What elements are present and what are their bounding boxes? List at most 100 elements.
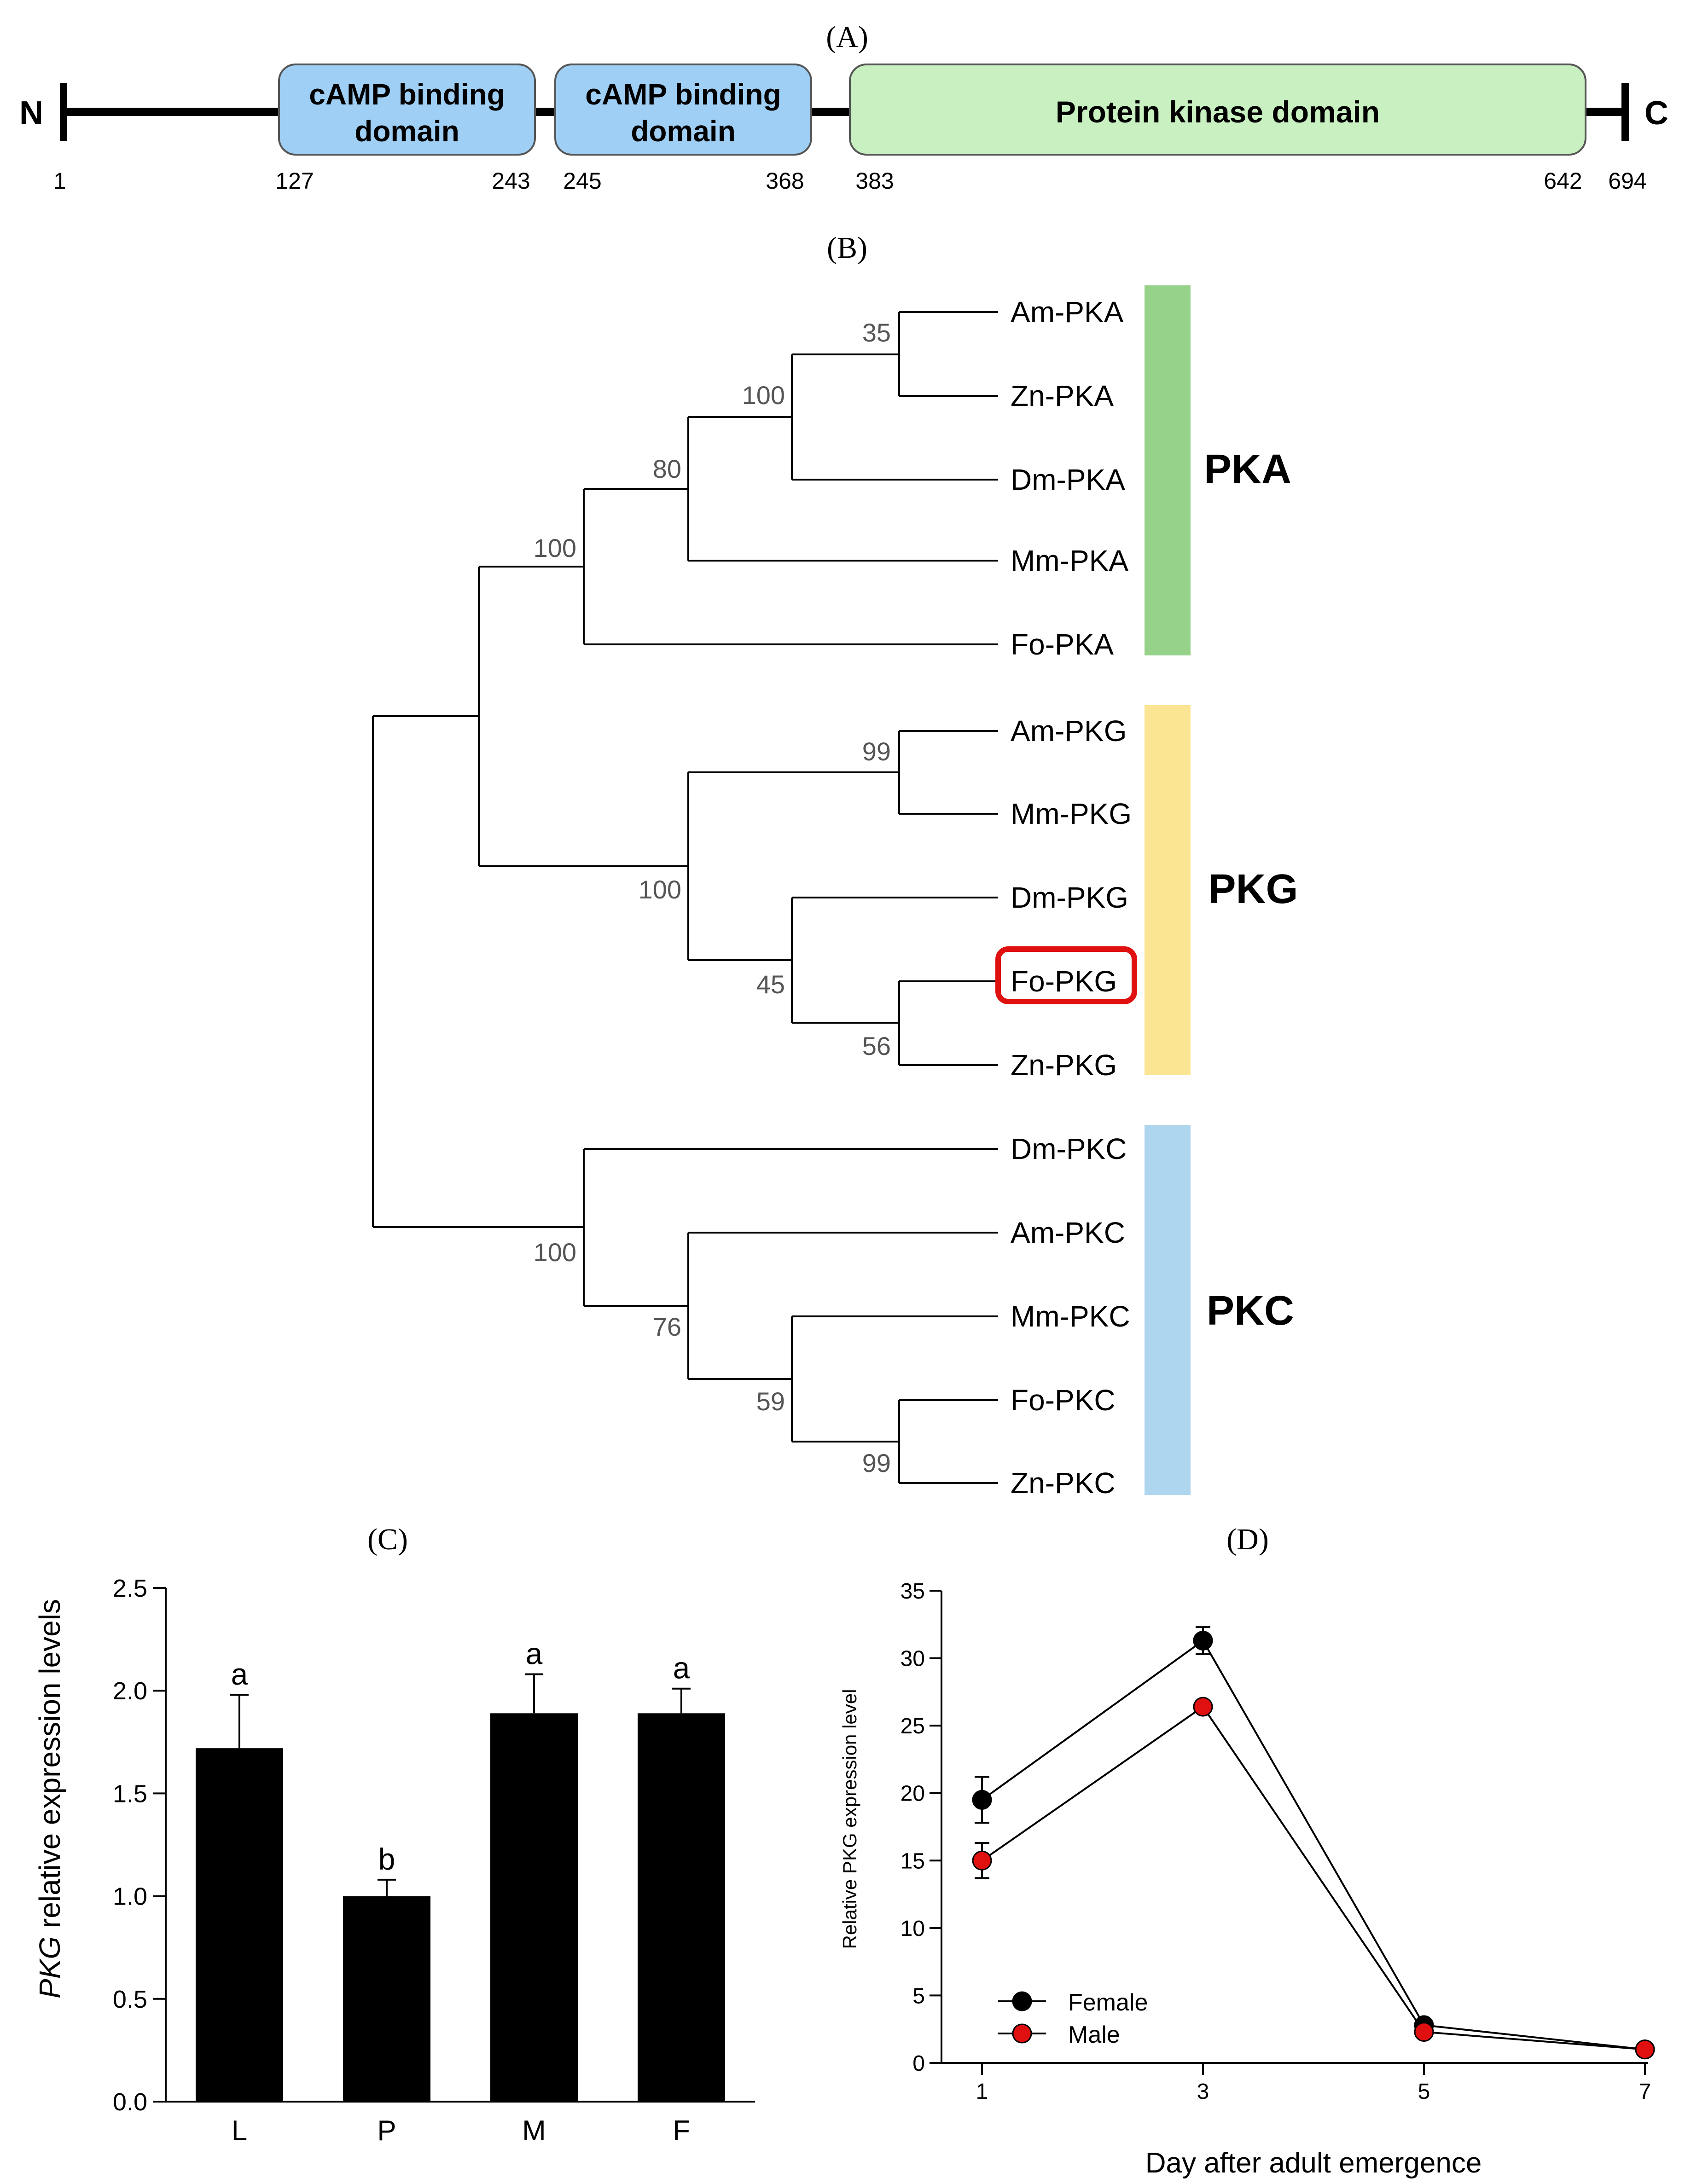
bootstrap-label: 76	[653, 1312, 681, 1341]
pkg-group-label: PKG	[1208, 866, 1298, 912]
line-chart-x-axis-title: Day after adult emergence	[1145, 2147, 1482, 2179]
data-point-male	[1414, 2022, 1434, 2042]
line-chart-marks	[972, 1626, 1655, 2060]
bar-F	[638, 1713, 725, 2102]
panel-b: (B) 35 100 80 100 99	[372, 231, 1298, 1500]
taxon-label: Mm-PKC	[1011, 1300, 1130, 1333]
c-terminus-label: C	[1644, 95, 1668, 132]
taxon-label: Zn-PKA	[1011, 379, 1114, 412]
camp-binding-domain-2	[554, 64, 812, 156]
data-point-male	[1635, 2039, 1655, 2060]
data-point-male	[1193, 1697, 1213, 1717]
taxa-labels: Am-PKA Zn-PKA Dm-PKA Mm-PKA Fo-PKA Am-PK…	[1011, 295, 1132, 1500]
legend-label-male: Male	[1068, 2022, 1120, 2048]
pka-group-label: PKA	[1204, 446, 1291, 492]
bar-significance-letter: a	[673, 1651, 690, 1685]
taxon-label: Zn-PKC	[1011, 1466, 1116, 1500]
bootstrap-label: 99	[862, 737, 891, 766]
bar-chart-category-label: F	[673, 2115, 690, 2147]
legend-marker-female	[1012, 1991, 1032, 2011]
domain-1-label-line1: cAMP binding	[309, 78, 505, 111]
bar-chart-category-label: P	[377, 2115, 396, 2147]
position-label: 694	[1608, 168, 1646, 194]
taxon-label: Mm-PKG	[1011, 797, 1132, 830]
y-title-gene: PKG	[33, 1936, 66, 1999]
bootstrap-label: 100	[639, 875, 681, 904]
y-title-rest: relative expression levels	[33, 1599, 66, 1936]
line-chart-y-tick-label: 35	[901, 1579, 925, 1604]
bar-significance-letter: a	[526, 1636, 543, 1670]
camp-binding-domain-1	[278, 64, 536, 156]
taxon-label: Dm-PKC	[1011, 1132, 1127, 1165]
bar-chart-category-label: M	[522, 2115, 546, 2147]
panel-c-label: (C)	[367, 1523, 408, 1556]
domain-2-label-line1: cAMP binding	[585, 78, 781, 111]
position-label: 642	[1544, 168, 1582, 194]
protein-kinase-domain	[849, 64, 1586, 156]
fo-pkg-highlight-box	[995, 946, 1137, 1004]
line-chart-y-tick-label: 15	[901, 1849, 925, 1873]
line-chart-y-tick-label: 20	[901, 1782, 925, 1806]
line-chart-x-tick-label: 3	[1197, 2080, 1209, 2104]
position-label: 1	[53, 168, 66, 194]
bar-significance-letter: b	[378, 1842, 395, 1876]
bar-chart-y-tick-label: 2.0	[113, 1677, 147, 1705]
bar-chart-y-axis-title: PKG relative expression levels	[33, 1599, 66, 1999]
bar-chart-y-tick-label: 2.5	[113, 1575, 147, 1602]
series-line-female	[981, 1639, 1645, 2051]
bootstrap-label: 59	[756, 1387, 785, 1416]
legend-label-female: Female	[1068, 1989, 1148, 2016]
position-label: 127	[275, 168, 314, 194]
bar-chart-y-tick-label: 1.5	[113, 1780, 147, 1807]
panel-b-label: (B)	[827, 231, 867, 265]
domain-1-label-line2: domain	[354, 115, 459, 148]
bar-chart-y-tick-label: 0.5	[113, 1986, 147, 2013]
bootstrap-label: 35	[862, 318, 891, 347]
series-line-male	[981, 1705, 1645, 2051]
panel-c-bar-chart: (C) PKG relative expression levels 0.0 0.…	[33, 1523, 755, 2147]
data-point-female	[1193, 1630, 1213, 1651]
line-chart-x-tick-label: 7	[1639, 2080, 1651, 2104]
line-chart-legend: Female Male	[998, 1989, 1148, 2048]
taxon-label: Am-PKG	[1011, 714, 1127, 747]
position-label: 243	[492, 168, 530, 194]
pkg-group-bar	[1145, 705, 1191, 1075]
position-label: 368	[766, 168, 804, 194]
domain-position-labels: 1 127 243 245 368 383 642 694	[53, 168, 1647, 194]
kinase-domain-label: Protein kinase domain	[1056, 95, 1380, 129]
line-chart-y-axis-title: Relative PKG expression level	[839, 1689, 860, 1949]
bootstrap-label: 100	[534, 1238, 576, 1267]
bar-chart-category-label: L	[232, 2115, 247, 2147]
taxon-label: Fo-PKA	[1011, 628, 1114, 661]
pkc-group-bar	[1145, 1125, 1191, 1495]
bar-chart-marks: a b a a	[196, 1636, 725, 2102]
bootstrap-label: 80	[653, 454, 681, 483]
line-chart-y-tick-label: 5	[912, 1984, 925, 2008]
bar-P	[343, 1896, 430, 2102]
line-chart-y-tick-label: 10	[901, 1917, 925, 1941]
bar-chart-y-tick-label: 0.0	[113, 2088, 147, 2116]
taxon-label: Am-PKC	[1011, 1216, 1125, 1249]
taxon-label: Dm-PKA	[1011, 463, 1125, 496]
line-chart-y-tick-label: 25	[901, 1714, 925, 1738]
bootstrap-label: 56	[862, 1031, 891, 1060]
bootstrap-label: 99	[862, 1448, 891, 1477]
domain-2-label-line2: domain	[631, 115, 736, 148]
legend-marker-male	[1012, 2023, 1032, 2044]
pkc-group-label: PKC	[1207, 1288, 1294, 1334]
bootstrap-values: 35 100 80 100 99 100 45 56 100 76 59 99	[534, 318, 891, 1477]
panel-d-line-chart: (D) Relative PKG expression level Day af…	[839, 1523, 1655, 2179]
bar-M	[490, 1713, 578, 2102]
line-chart-x-tick-label: 5	[1418, 2080, 1430, 2104]
line-chart-y-tick-label: 30	[901, 1647, 925, 1671]
bar-chart-y-tick-label: 1.0	[113, 1883, 147, 1911]
tree-branches	[372, 311, 998, 1484]
pka-group-bar	[1145, 285, 1191, 655]
bootstrap-label: 100	[534, 533, 576, 562]
line-chart-x-tick-label: 1	[976, 2080, 988, 2104]
taxon-label: Dm-PKG	[1011, 881, 1128, 914]
data-point-male	[972, 1850, 992, 1871]
panel-a-label: (A)	[826, 20, 868, 54]
